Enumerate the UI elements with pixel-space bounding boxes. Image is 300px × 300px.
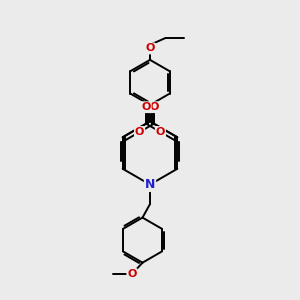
Text: O: O <box>145 44 155 53</box>
Text: O: O <box>156 127 165 137</box>
Text: O: O <box>149 102 159 112</box>
Text: N: N <box>145 178 155 191</box>
Text: O: O <box>141 102 151 112</box>
Text: O: O <box>127 269 137 279</box>
Text: O: O <box>135 127 144 137</box>
